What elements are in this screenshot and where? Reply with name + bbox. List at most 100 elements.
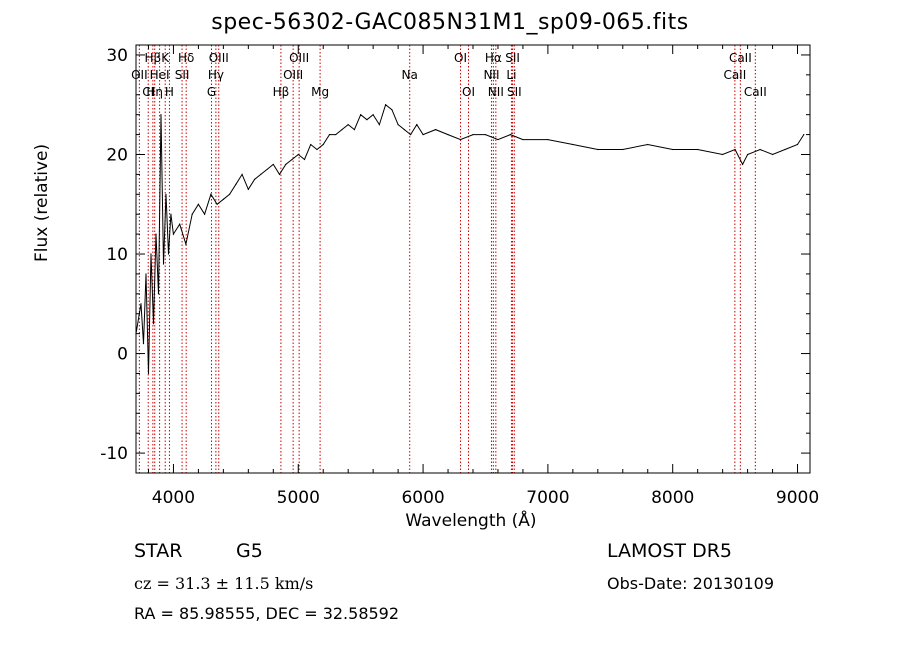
spectrum-point [572,143,574,146]
spectrum-point [197,203,200,205]
line-label: OIII [283,68,303,82]
spectrum-point [597,148,599,151]
line-label: CaII [744,85,767,99]
spectrum-point [150,253,152,255]
spectrum-point [152,323,155,325]
spectrum-point [622,148,624,151]
y-tick-label: -10 [100,444,128,464]
spectrum-point [165,193,167,195]
spectrum-point [771,153,774,156]
spectrum-point [247,188,249,190]
spectrum-point [303,158,306,161]
x-axis-label: Wavelength (Å) [405,511,537,531]
line-label: H [165,85,174,99]
spectrum-point [142,343,145,345]
line-label: Li [506,68,516,82]
observation-date: Obs-Date: 20130109 [607,574,775,593]
spectrum-point [167,253,170,255]
spectrum-point [316,148,318,151]
spectrum-point [328,133,331,136]
spectrum-point [378,124,380,126]
spectrum-point [742,163,744,166]
line-label: NII [488,85,504,99]
line-label: Hβ [273,85,290,99]
x-tick-label: 5000 [277,488,320,508]
spectrum-point [547,138,549,141]
spectrum-point [310,143,312,146]
line-label: G [207,85,216,99]
spectrum-point [229,193,231,195]
spectrum-point [241,173,243,175]
spectrum-point [759,148,761,151]
spectrum-point [385,104,387,106]
spectrum-point [285,163,287,166]
line-label: OIII [209,51,229,65]
spectrum-point [784,148,786,151]
spectrum-point [647,143,649,146]
y-tick-label: 20 [106,145,128,165]
y-tick-label: 30 [106,46,128,66]
spectrum-point [162,263,165,265]
line-label: Hβ [145,51,162,65]
spectrum-point [204,213,206,215]
spectrum-point [434,129,437,131]
line-label: Hα [485,51,502,65]
line-label: Hγ [208,68,224,82]
spectrum-point [170,213,172,215]
line-label: OIII [289,51,309,65]
spectrum-point [155,233,157,235]
series-layer [135,103,805,375]
line-label: Mg [311,85,329,99]
line-label: K [161,51,170,65]
spectrum-point [235,183,237,185]
spectrum-line [135,103,805,374]
object-class: STAR [134,540,183,562]
spectrum-point [672,148,674,151]
spectrum-point [416,124,418,126]
spectrum-point [522,138,524,141]
spectrum-point [422,133,424,136]
spectrum-point [409,133,412,136]
x-tick-label: 6000 [401,488,444,508]
x-tick-label: 4000 [152,488,195,508]
spectrum-point [803,133,805,136]
line-label: SII [507,85,522,99]
spectrum-point [185,243,187,245]
spectral-line-markers [138,45,756,473]
survey-label: LAMOST DR5 [607,540,732,562]
line-label: Na [402,68,418,82]
spectrum-point [291,158,293,161]
spectrum-point [459,138,462,141]
x-tick-label: 9000 [776,488,819,508]
y-axis-label: Flux (relative) [32,143,52,262]
spectrum-point [697,148,699,151]
spectrum-point [746,153,749,156]
line-label: OI [454,51,467,65]
spectrum-point [266,168,268,171]
line-label: CaII [723,68,746,82]
spectrum-point [260,173,262,175]
spectrum-point [796,143,799,146]
line-label: NII [483,68,499,82]
spectrum-point [447,133,449,136]
spectrum-point [366,119,368,121]
line-label: SII [175,68,190,82]
spectrum-point [222,198,224,200]
x-tick-label: 7000 [526,488,569,508]
spectrum-point [297,153,299,156]
spectrum-point [145,273,147,275]
spectrum-point [172,233,175,235]
line-label: CaII [729,51,752,65]
spectrum-point [216,203,218,205]
spectrum-point [722,153,724,156]
spectrum-point [322,143,324,146]
redshift-velocity: cz = 31.3 ± 11.5 km/s [134,574,314,593]
spectrum-point [397,124,399,126]
object-subclass: G5 [236,540,263,562]
spectrum-point [341,129,343,131]
y-tick-label: 0 [117,345,128,365]
spectrum-point [734,148,736,151]
spectrum-point [140,303,142,305]
line-label: CI [142,85,154,99]
